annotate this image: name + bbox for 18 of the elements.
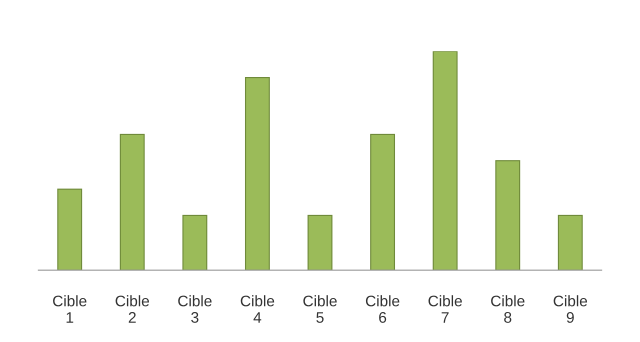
x-tick-label: Cible 1 bbox=[53, 295, 86, 323]
bar bbox=[308, 214, 332, 270]
bar bbox=[495, 160, 520, 270]
x-tick-label: Cible 7 bbox=[428, 295, 462, 323]
bar bbox=[370, 134, 396, 270]
x-tick-label: Cible 6 bbox=[366, 295, 400, 323]
bar bbox=[432, 51, 458, 270]
bar bbox=[120, 134, 145, 270]
bar bbox=[182, 214, 208, 270]
x-tick-label: Cible 5 bbox=[303, 295, 337, 323]
x-tick-label: Cible 3 bbox=[178, 295, 212, 323]
bar bbox=[558, 214, 583, 270]
bar bbox=[57, 188, 82, 270]
x-tick-label: Cible 4 bbox=[240, 295, 274, 323]
x-tick-label: Cible 9 bbox=[554, 295, 588, 323]
x-tick-label: Cible 8 bbox=[491, 295, 524, 323]
bar bbox=[244, 77, 270, 270]
x-tick-label: Cible 2 bbox=[116, 295, 149, 323]
